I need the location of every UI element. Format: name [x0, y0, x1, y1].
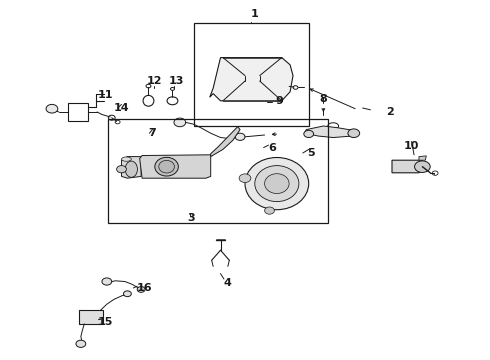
Ellipse shape [245, 158, 309, 210]
Text: 7: 7 [148, 128, 156, 138]
Polygon shape [305, 126, 353, 138]
Ellipse shape [155, 157, 178, 176]
Bar [68, 103, 88, 121]
Circle shape [102, 278, 112, 285]
Circle shape [239, 174, 251, 183]
Text: 8: 8 [319, 94, 327, 104]
Circle shape [235, 133, 245, 140]
Text: 2: 2 [386, 107, 393, 117]
Bar [108, 119, 328, 223]
Text: 14: 14 [114, 103, 129, 113]
Text: 15: 15 [98, 317, 113, 327]
Circle shape [137, 287, 145, 292]
Text: 3: 3 [187, 213, 195, 223]
Text: 16: 16 [137, 283, 152, 293]
Text: 4: 4 [224, 278, 232, 288]
Ellipse shape [159, 161, 174, 173]
Circle shape [304, 130, 314, 138]
Polygon shape [392, 160, 422, 173]
Text: 10: 10 [404, 141, 419, 151]
Circle shape [265, 207, 274, 214]
Polygon shape [210, 58, 293, 101]
Circle shape [348, 129, 360, 138]
Circle shape [76, 340, 86, 347]
Text: 6: 6 [268, 143, 276, 153]
Ellipse shape [265, 174, 289, 194]
Circle shape [46, 104, 58, 113]
Text: 12: 12 [147, 76, 162, 86]
Circle shape [415, 161, 430, 172]
Text: 1: 1 [251, 9, 259, 19]
Text: 11: 11 [98, 90, 113, 100]
Ellipse shape [255, 166, 299, 202]
Circle shape [117, 166, 126, 173]
Polygon shape [419, 156, 426, 160]
Text: 9: 9 [275, 96, 283, 106]
Polygon shape [211, 127, 240, 157]
Polygon shape [140, 155, 211, 178]
Text: 5: 5 [307, 148, 315, 158]
Text: 13: 13 [169, 76, 184, 86]
Polygon shape [122, 157, 141, 178]
Bar [194, 23, 309, 126]
Ellipse shape [122, 157, 131, 161]
Bar [79, 310, 103, 324]
Ellipse shape [125, 161, 137, 177]
Circle shape [123, 291, 131, 297]
Circle shape [174, 118, 186, 127]
